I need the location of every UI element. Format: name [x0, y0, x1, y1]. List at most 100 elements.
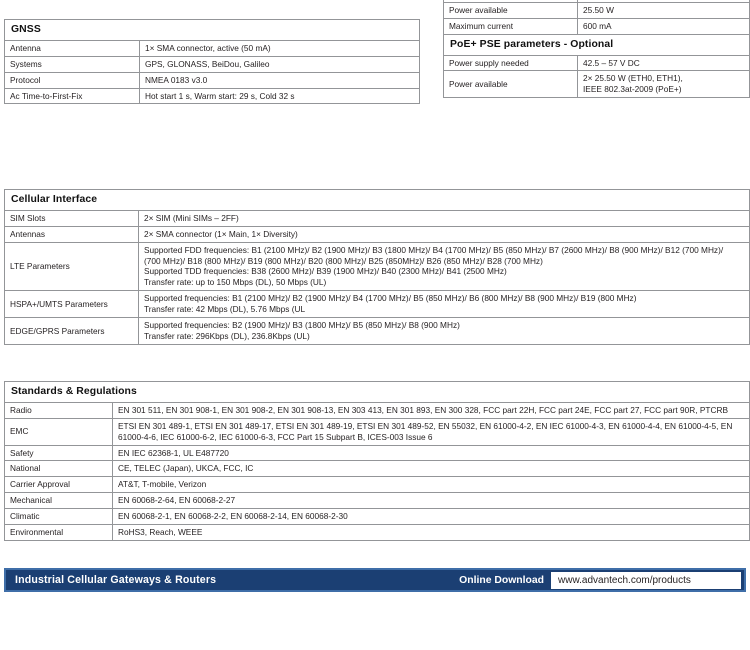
standards-row-value: ETSI EN 301 489-1, ETSI EN 301 489-17, E…: [112, 417, 750, 446]
power-row-value: 25.50 W: [577, 1, 750, 19]
standards-table-header-row: Standards & Regulations: [4, 381, 750, 403]
cellular-row-value-line: Supported TDD frequencies: B38 (2600 MHz…: [144, 266, 507, 277]
standards-row-value-line: RoHS3, Reach, WEEE: [118, 527, 203, 538]
table-row: Mechanical EN 60068-2-64, EN 60068-2-27: [4, 492, 750, 510]
standards-regulations-table: Standards & Regulations Radio EN 301 511…: [4, 381, 750, 542]
gnss-row-value: NMEA 0183 v3.0: [139, 71, 420, 89]
cellular-row-value: Supported frequencies: B1 (2100 MHz)/ B2…: [138, 290, 750, 319]
poe-row-value-line: 2× 25.50 W (ETH0, ETH1),: [583, 73, 683, 84]
standards-row-label: Safety: [4, 444, 113, 462]
gnss-row-label: Antenna: [4, 39, 140, 57]
standards-row-value: AT&T, T-mobile, Verizon: [112, 476, 750, 494]
table-row: National CE, TELEC (Japan), UKCA, FCC, I…: [4, 460, 750, 478]
table-row: Power available 2× 25.50 W (ETH0, ETH1),…: [443, 70, 750, 99]
table-row: Environmental RoHS3, Reach, WEEE: [4, 524, 750, 542]
cellular-row-value: 2× SMA connector (1× Main, 1× Diversity): [138, 225, 750, 243]
footer-download-group: Online Download www.advantech.com/produc…: [459, 570, 744, 590]
cellular-row-value-line: 2× SMA connector (1× Main, 1× Diversity): [144, 228, 298, 239]
table-row: HSPA+/UMTS Parameters Supported frequenc…: [4, 290, 750, 319]
cellular-table-header-row: Cellular Interface: [4, 189, 750, 211]
footer-download-label: Online Download: [459, 574, 544, 586]
table-row: Carrier Approval AT&T, T-mobile, Verizon: [4, 476, 750, 494]
standards-row-value: EN IEC 62368-1, UL E487720: [112, 444, 750, 462]
table-row: Power available 25.50 W: [443, 1, 750, 19]
cellular-interface-table: Cellular Interface SIM Slots 2× SIM (Min…: [4, 189, 750, 346]
table-row: SIM Slots 2× SIM (Mini SIMs – 2FF): [4, 209, 750, 227]
poe-row-label: Power available: [443, 70, 578, 99]
cellular-row-value-line: 2× SIM (Mini SIMs – 2FF): [144, 212, 239, 223]
table-row: Power supply needed 42.5 – 57 V DC: [443, 54, 750, 72]
cellular-row-value: Supported frequencies: B2 (1900 MHz)/ B3…: [138, 317, 750, 346]
cellular-row-label: HSPA+/UMTS Parameters: [4, 290, 139, 319]
cellular-row-value-line: Transfer rate: 42 Mbps (DL), 5.76 Mbps (…: [144, 304, 306, 315]
cellular-row-value: 2× SIM (Mini SIMs – 2FF): [138, 209, 750, 227]
poe-row-value-line: IEEE 802.3at-2009 (PoE+): [583, 84, 682, 95]
power-row-label: Power available: [443, 1, 578, 19]
gnss-row-label: Ac Time-to-First-Fix: [4, 87, 140, 105]
cellular-row-value-line: Supported frequencies: B1 (2100 MHz)/ B2…: [144, 293, 637, 304]
table-row: Radio EN 301 511, EN 301 908-1, EN 301 9…: [4, 401, 750, 419]
cellular-row-value-line: Transfer rate: 296Kbps (DL), 236.8Kbps (…: [144, 331, 310, 342]
cellular-row-value-line: (700 MHz)/ B18 (800 MHz)/ B19 (800 MHz)/…: [144, 255, 543, 266]
poe-row-label: Power supply needed: [443, 54, 578, 72]
cellular-row-value-line: Supported frequencies: B2 (1900 MHz)/ B3…: [144, 320, 460, 331]
table-row: Antenna 1× SMA connector, active (50 mA): [4, 39, 420, 57]
power-parameters-table: Operating voltage — Power available 25.5…: [443, 0, 750, 110]
gnss-row-value: GPS, GLONASS, BeiDou, Galileo: [139, 55, 420, 73]
power-row-value: 600 mA: [577, 17, 750, 35]
table-row: Antennas 2× SMA connector (1× Main, 1× D…: [4, 225, 750, 243]
table-row: Ac Time-to-First-Fix Hot start 1 s, Warm…: [4, 87, 420, 105]
gnss-row-label: Protocol: [4, 71, 140, 89]
standards-row-value-line: ETSI EN 301 489-1, ETSI EN 301 489-17, E…: [118, 420, 733, 431]
standards-row-value-line: EN 60068-2-1, EN 60068-2-2, EN 60068-2-1…: [118, 511, 348, 522]
standards-row-value: CE, TELEC (Japan), UKCA, FCC, IC: [112, 460, 750, 478]
standards-row-label: EMC: [4, 417, 113, 446]
standards-row-value-line: 61000-4-6, IEC 61000-6-2, IEC 61000-6-3,…: [118, 431, 433, 442]
poe-row-value: 42.5 – 57 V DC: [577, 54, 750, 72]
footer-bar: Industrial Cellular Gateways & Routers O…: [4, 568, 746, 592]
standards-table-title: Standards & Regulations: [4, 381, 750, 403]
standards-row-label: Carrier Approval: [4, 476, 113, 494]
footer-title: Industrial Cellular Gateways & Routers: [15, 574, 217, 586]
standards-row-value: EN 60068-2-1, EN 60068-2-2, EN 60068-2-1…: [112, 508, 750, 526]
standards-row-value-line: CE, TELEC (Japan), UKCA, FCC, IC: [118, 463, 254, 474]
cellular-row-value-line: Transfer rate: up to 150 Mbps (DL), 50 M…: [144, 277, 327, 288]
cellular-row-label: EDGE/GPRS Parameters: [4, 317, 139, 346]
gnss-row-label: Systems: [4, 55, 140, 73]
standards-row-value-line: AT&T, T-mobile, Verizon: [118, 479, 207, 490]
table-row: EDGE/GPRS Parameters Supported frequenci…: [4, 317, 750, 346]
cellular-row-label: LTE Parameters: [4, 241, 139, 292]
gnss-row-value: Hot start 1 s, Warm start: 29 s, Cold 32…: [139, 87, 420, 105]
table-row: Maximum current 600 mA: [443, 17, 750, 35]
gnss-table: GNSS Antenna 1× SMA connector, active (5…: [4, 19, 420, 105]
table-row: Systems GPS, GLONASS, BeiDou, Galileo: [4, 55, 420, 73]
gnss-row-value: 1× SMA connector, active (50 mA): [139, 39, 420, 57]
table-row: LTE Parameters Supported FDD frequencies…: [4, 241, 750, 292]
standards-row-value-line: EN 60068-2-64, EN 60068-2-27: [118, 495, 236, 506]
standards-row-label: Radio: [4, 401, 113, 419]
power-row-label: Maximum current: [443, 17, 578, 35]
cellular-row-value-line: Supported FDD frequencies: B1 (2100 MHz)…: [144, 244, 724, 255]
standards-row-value-line: EN IEC 62368-1, UL E487720: [118, 447, 229, 458]
gnss-table-header-row: GNSS: [4, 19, 420, 41]
table-row: Protocol NMEA 0183 v3.0: [4, 71, 420, 89]
standards-row-label: Environmental: [4, 524, 113, 542]
poe-section-title: PoE+ PSE parameters - Optional: [443, 33, 750, 56]
standards-row-label: National: [4, 460, 113, 478]
footer-url-link[interactable]: www.advantech.com/products: [551, 571, 741, 589]
standards-row-value: EN 60068-2-64, EN 60068-2-27: [112, 492, 750, 510]
standards-row-value: EN 301 511, EN 301 908-1, EN 301 908-2, …: [112, 401, 750, 419]
cellular-table-title: Cellular Interface: [4, 189, 750, 211]
table-row: EMC ETSI EN 301 489-1, ETSI EN 301 489-1…: [4, 417, 750, 446]
standards-row-value: RoHS3, Reach, WEEE: [112, 524, 750, 542]
cellular-row-label: Antennas: [4, 225, 139, 243]
gnss-table-title: GNSS: [4, 19, 420, 41]
cellular-row-value: Supported FDD frequencies: B1 (2100 MHz)…: [138, 241, 750, 292]
standards-row-value-line: EN 301 511, EN 301 908-1, EN 301 908-2, …: [118, 404, 728, 415]
table-row: Climatic EN 60068-2-1, EN 60068-2-2, EN …: [4, 508, 750, 526]
table-row: Safety EN IEC 62368-1, UL E487720: [4, 444, 750, 462]
cellular-row-label: SIM Slots: [4, 209, 139, 227]
standards-row-label: Climatic: [4, 508, 113, 526]
poe-section-header-row: PoE+ PSE parameters - Optional: [443, 33, 750, 56]
